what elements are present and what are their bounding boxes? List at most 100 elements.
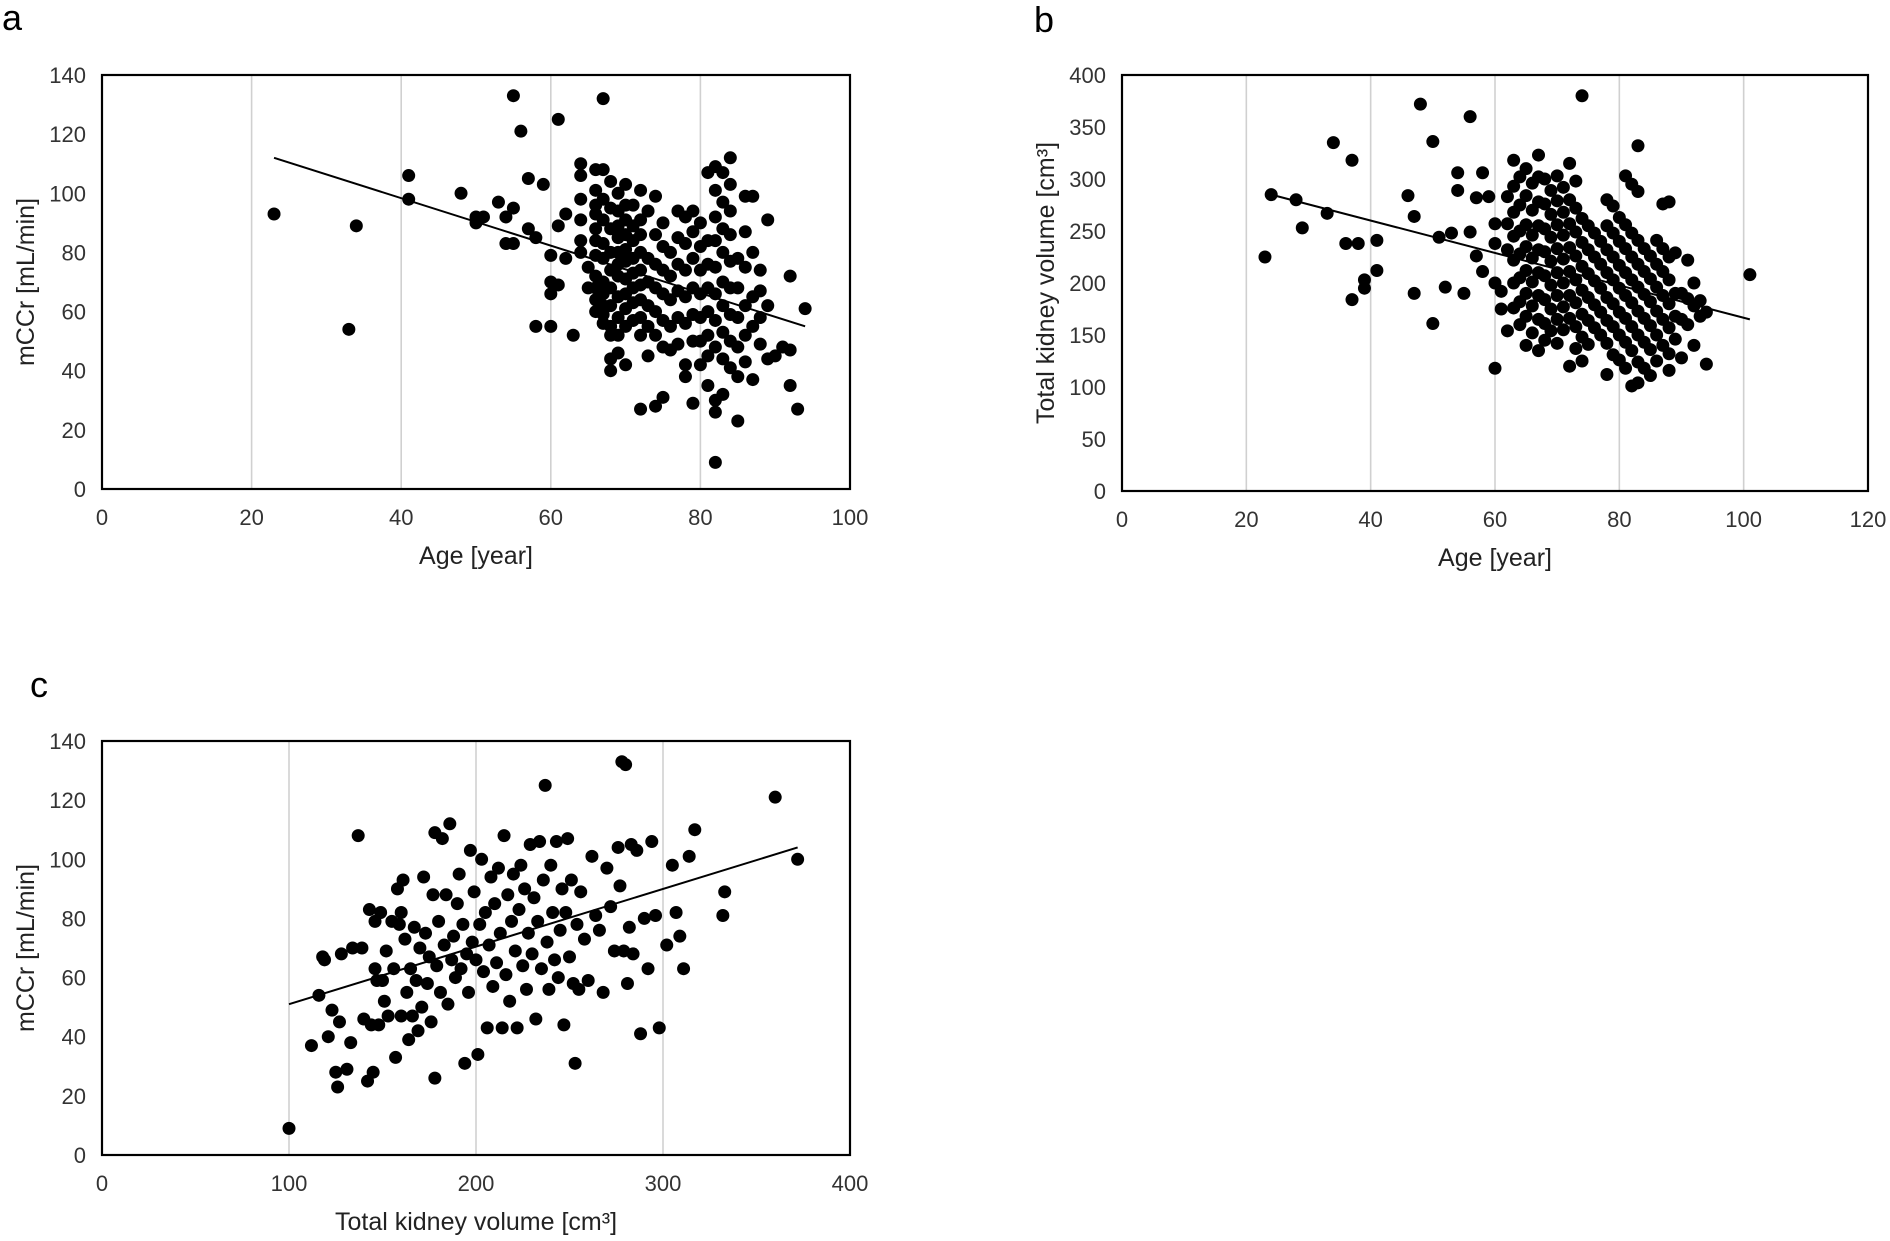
data-point xyxy=(634,228,648,242)
data-point xyxy=(505,914,519,928)
y-tick-label: 80 xyxy=(62,240,86,265)
data-point xyxy=(1662,363,1676,377)
data-point xyxy=(486,979,500,993)
x-tick-label: 100 xyxy=(832,505,869,530)
data-point xyxy=(419,926,433,940)
plot-area-border xyxy=(100,739,852,1157)
data-point xyxy=(1563,156,1577,170)
data-point xyxy=(1569,201,1583,215)
data-point xyxy=(1569,296,1583,310)
data-point xyxy=(1500,190,1514,204)
y-tick-label: 0 xyxy=(74,477,86,502)
data-point xyxy=(1500,324,1514,338)
x-tick-label: 40 xyxy=(1358,507,1382,532)
data-point xyxy=(1519,240,1533,254)
data-point xyxy=(1525,326,1539,340)
data-point xyxy=(663,319,677,333)
data-point xyxy=(1550,312,1564,326)
data-point xyxy=(1556,180,1570,194)
data-point xyxy=(596,213,610,227)
data-point xyxy=(783,343,797,357)
data-point xyxy=(402,169,416,183)
data-point xyxy=(581,974,595,988)
data-point xyxy=(626,198,640,212)
data-point xyxy=(531,914,545,928)
data-point xyxy=(619,177,633,191)
y-tick-label: 120 xyxy=(49,788,86,813)
data-point xyxy=(1631,139,1645,153)
data-point xyxy=(723,361,737,375)
panel-b-scatter-chart: b 0 20 40 60 80 100 120 0 50 100 150 200 250 300 350 400… xyxy=(1032,0,1886,572)
data-point xyxy=(1370,233,1384,247)
data-point xyxy=(604,174,618,188)
data-point xyxy=(318,953,332,967)
data-point xyxy=(540,935,554,949)
data-point xyxy=(607,944,621,958)
data-point xyxy=(1494,284,1508,298)
data-point xyxy=(551,112,565,126)
data-point xyxy=(426,888,440,902)
data-point xyxy=(1693,294,1707,308)
data-point xyxy=(476,210,490,224)
data-point xyxy=(1401,189,1415,203)
data-point xyxy=(761,213,775,227)
data-point xyxy=(1476,265,1490,279)
data-point xyxy=(450,897,464,911)
data-point xyxy=(1743,268,1757,282)
data-point xyxy=(1668,332,1682,346)
data-point xyxy=(349,219,363,233)
data-point xyxy=(1357,281,1371,295)
data-point xyxy=(673,929,687,943)
data-point xyxy=(527,891,541,905)
data-point xyxy=(686,225,700,239)
x-tick-label: 200 xyxy=(458,1171,495,1196)
data-point xyxy=(791,402,805,416)
data-point xyxy=(1519,162,1533,176)
data-point xyxy=(798,302,812,316)
x-tick-label: 0 xyxy=(96,1171,108,1196)
data-point xyxy=(1544,302,1558,316)
data-point xyxy=(478,906,492,920)
data-point xyxy=(1662,347,1676,361)
data-point xyxy=(768,349,782,363)
data-point xyxy=(600,861,614,875)
data-point xyxy=(430,959,444,973)
data-point xyxy=(568,1056,582,1070)
data-point xyxy=(1569,225,1583,239)
x-tick-label: 120 xyxy=(1850,507,1887,532)
y-tick-label: 20 xyxy=(62,1084,86,1109)
data-point xyxy=(1668,246,1682,260)
data-point xyxy=(619,358,633,372)
data-point xyxy=(407,920,421,934)
data-point xyxy=(499,210,513,224)
data-point xyxy=(512,903,526,917)
data-point xyxy=(1544,207,1558,221)
data-point xyxy=(490,956,504,970)
data-point xyxy=(1507,153,1521,167)
x-tick-label: 40 xyxy=(389,505,413,530)
data-point xyxy=(1426,135,1440,149)
data-point xyxy=(1556,252,1570,266)
data-point xyxy=(656,390,670,404)
data-point xyxy=(634,310,648,324)
data-point xyxy=(1500,217,1514,231)
data-point xyxy=(716,195,730,209)
data-point xyxy=(1662,273,1676,287)
data-point xyxy=(1413,97,1427,111)
x-tick-label: 100 xyxy=(271,1171,308,1196)
data-point xyxy=(1681,318,1695,332)
data-point xyxy=(1556,276,1570,290)
data-point xyxy=(686,396,700,410)
data-point xyxy=(1675,351,1688,365)
data-point xyxy=(649,908,663,922)
data-point xyxy=(551,219,565,233)
data-point xyxy=(1519,189,1533,203)
data-point xyxy=(368,962,382,976)
data-point xyxy=(574,169,588,183)
data-point xyxy=(604,299,618,313)
data-point xyxy=(708,340,722,354)
data-point xyxy=(1650,354,1664,368)
data-point xyxy=(1538,293,1552,307)
data-point xyxy=(1631,376,1645,390)
data-point xyxy=(589,183,603,197)
